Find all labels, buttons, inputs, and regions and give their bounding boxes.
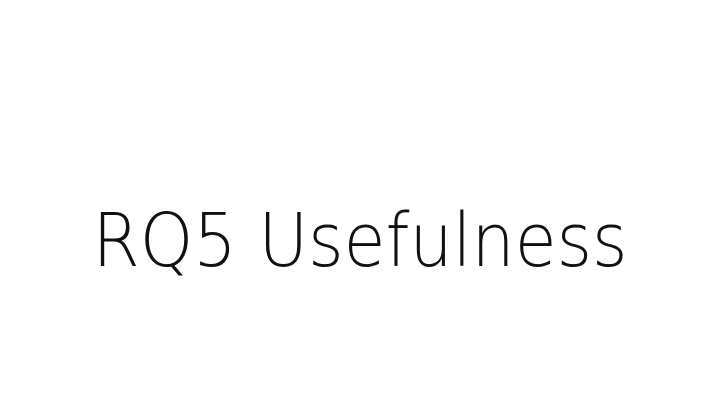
- slide-title: RQ5 Usefulness: [92, 198, 628, 284]
